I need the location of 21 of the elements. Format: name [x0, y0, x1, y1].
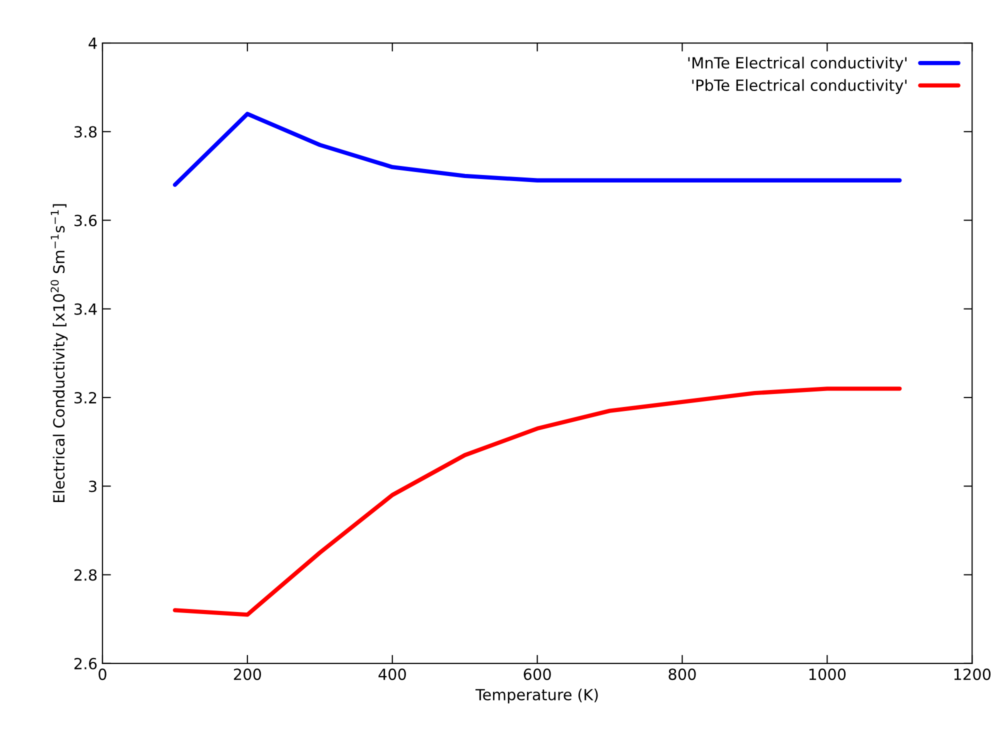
x-tick-label: 200 [234, 668, 261, 680]
x-tick-label: 0 [98, 668, 106, 680]
line-series [172, 112, 902, 187]
x-tick-label: 1000 [809, 668, 846, 680]
y-tick-label: 3.2 [74, 392, 96, 404]
y-tick-label: 3 [89, 480, 96, 492]
x-tick-label: 800 [668, 668, 696, 680]
y-tick-label: 2.8 [74, 569, 97, 581]
x-axis-title: Temperature (K) [475, 688, 598, 704]
line-series [172, 386, 902, 617]
x-tick-label: 400 [378, 668, 406, 680]
y-tick-label: 2.6 [74, 658, 97, 670]
legend-label: 'PbTe Electrical conductivity' [692, 79, 906, 94]
y-tick-label: 4 [88, 38, 97, 49]
y-tick-label: 3.4 [74, 303, 97, 315]
legend-label: 'MnTe Electrical conductivity' [688, 56, 906, 72]
y-tick-label: 3.6 [74, 214, 97, 226]
y-tick-label: 3.8 [74, 126, 97, 138]
x-tick-label: 1200 [954, 668, 991, 680]
x-tick-label: 600 [524, 668, 551, 680]
y-axis-title: Electrical Conductivity [x10$^{20}$ Sm$^{−1}$s$^{−1}$] [50, 204, 68, 502]
